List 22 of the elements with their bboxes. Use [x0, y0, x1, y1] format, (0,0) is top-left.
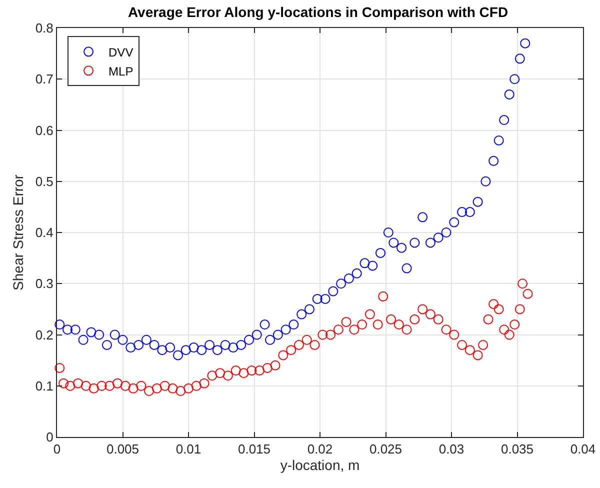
legend-label: DVV	[108, 45, 134, 60]
y-tick-label: 0.2	[35, 327, 54, 342]
x-tick-label: 0.01	[176, 442, 202, 457]
y-tick-label: 0.5	[35, 174, 54, 189]
y-tick-label: 0	[46, 430, 54, 445]
y-tick-label: 0.4	[35, 225, 54, 240]
y-axis-title: Shear Stress Error	[10, 174, 26, 290]
x-tick-label: 0.005	[106, 442, 140, 457]
chart-title: Average Error Along y-locations in Comparison with CFD	[128, 4, 508, 20]
y-tick-label: 0.7	[35, 72, 54, 87]
x-tick-label: 0.03	[438, 442, 464, 457]
y-tick-label: 0.8	[35, 20, 54, 36]
x-axis-title: y-location, m	[280, 456, 360, 473]
y-tick-label: 0.1	[35, 378, 54, 394]
y-tick-label: 0.6	[35, 122, 54, 138]
x-tick-label: 0.02	[307, 442, 333, 457]
legend-label: MLP	[108, 64, 134, 78]
x-tick-label: 0.015	[238, 442, 271, 457]
x-tick-label: 0.035	[500, 442, 534, 457]
y-tick-label: 0.3	[35, 276, 54, 292]
x-tick-label: 0.04	[570, 442, 596, 457]
x-tick-label: 0.025	[369, 442, 402, 457]
